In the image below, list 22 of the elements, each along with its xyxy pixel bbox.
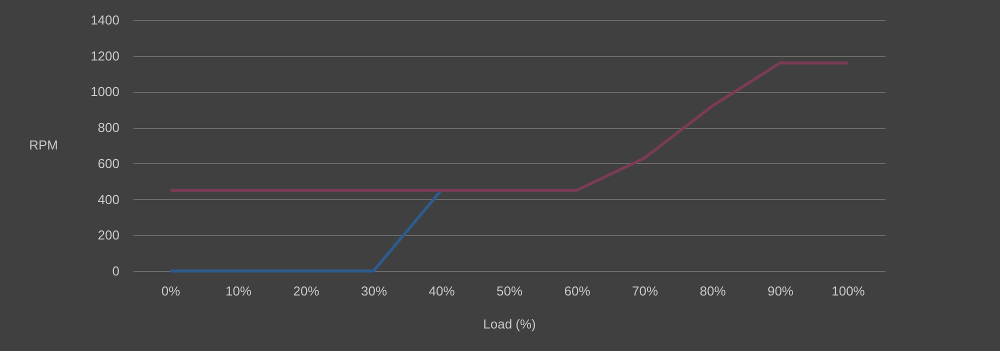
x-tick-label: 50% [496,284,523,298]
y-tick-label: 1000 [90,84,120,100]
y-tick-label: 0 [112,264,120,278]
x-tick-label: 20% [293,284,320,298]
x-tick-label: 70% [632,284,658,298]
y-axis-title: RPM [29,138,58,152]
y-tick-label: 200 [98,228,120,243]
y-tick-label: 800 [98,120,120,136]
x-tick-label: 90% [767,284,794,298]
y-tick-label: 1400 [90,12,120,28]
x-tick-label: 40% [428,284,456,298]
x-tick-label: 80% [700,284,726,298]
y-tick-label: 1200 [90,48,120,64]
x-tick-label: 100% [832,284,866,298]
x-tick-label: 0% [161,284,181,298]
x-tick-label: 30% [360,284,388,298]
x-tick-label: 10% [225,284,252,298]
y-tick-label: 400 [98,192,120,207]
x-axis-title: Load (%) [483,316,536,332]
line-series [168,62,850,192]
y-tick-label: 600 [98,156,120,171]
x-tick-label: 60% [564,284,591,298]
